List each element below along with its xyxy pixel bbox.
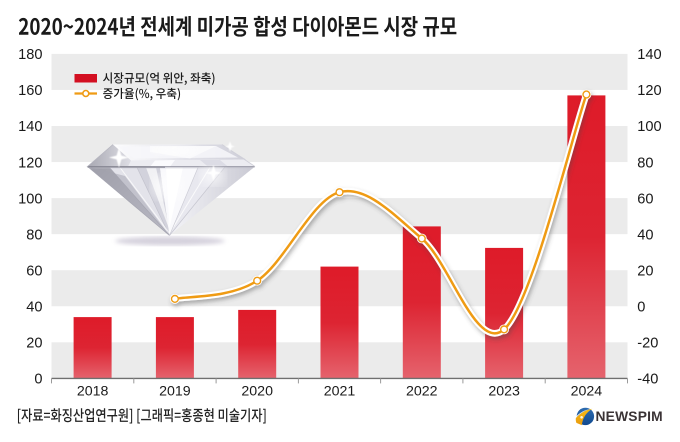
svg-text:60: 60 xyxy=(637,191,653,207)
svg-text:140: 140 xyxy=(637,47,661,63)
svg-text:80: 80 xyxy=(26,227,42,243)
svg-text:120: 120 xyxy=(18,155,42,171)
svg-text:2024: 2024 xyxy=(571,383,603,399)
svg-text:180: 180 xyxy=(18,47,42,63)
svg-text:2020: 2020 xyxy=(241,383,273,399)
svg-text:100: 100 xyxy=(18,191,42,207)
svg-text:2021: 2021 xyxy=(324,383,356,399)
svg-text:2019: 2019 xyxy=(159,383,191,399)
svg-text:120: 120 xyxy=(637,83,661,99)
svg-text:20: 20 xyxy=(637,263,653,279)
svg-text:0: 0 xyxy=(637,300,645,316)
svg-text:80: 80 xyxy=(637,155,653,171)
svg-text:2018: 2018 xyxy=(77,383,109,399)
svg-text:160: 160 xyxy=(18,83,42,99)
svg-text:20: 20 xyxy=(26,336,42,352)
svg-text:-40: -40 xyxy=(637,372,658,388)
svg-text:-20: -20 xyxy=(637,336,658,352)
svg-text:2022: 2022 xyxy=(406,383,438,399)
svg-text:0: 0 xyxy=(34,372,42,388)
svg-text:100: 100 xyxy=(637,119,661,135)
svg-text:NEWSPIM: NEWSPIM xyxy=(596,409,663,424)
svg-text:40: 40 xyxy=(26,300,42,316)
svg-text:60: 60 xyxy=(26,263,42,279)
svg-text:2023: 2023 xyxy=(488,383,520,399)
svg-text:140: 140 xyxy=(18,119,42,135)
svg-text:40: 40 xyxy=(637,227,653,243)
